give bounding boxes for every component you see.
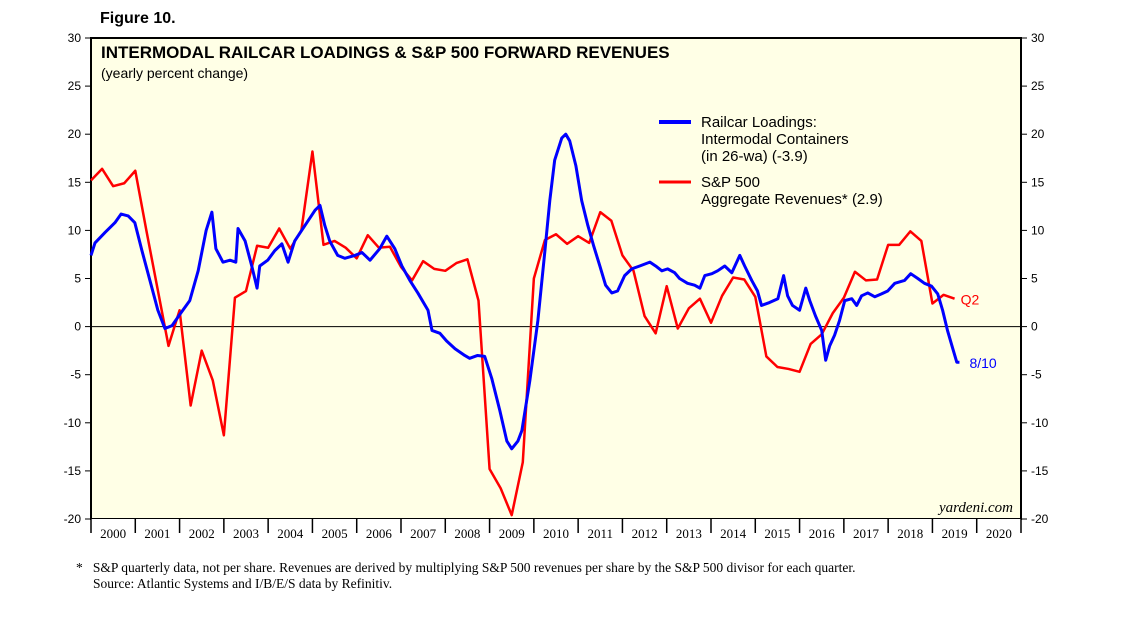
x-tick-label: 2000 [100, 526, 126, 541]
x-tick-label: 2009 [499, 526, 525, 541]
y-tick-label-left: 15 [68, 175, 82, 189]
legend-label-railcar-3: (in 26-wa) (-3.9) [701, 148, 808, 165]
y-tick-label-right: -5 [1031, 368, 1042, 382]
x-tick-label: 2011 [588, 526, 614, 541]
legend: Railcar Loadings: Intermodal Containers … [659, 114, 883, 208]
legend-label-railcar-2: Intermodal Containers [701, 131, 849, 148]
x-axis-band [91, 519, 1021, 545]
y-tick-label-left: 25 [68, 79, 82, 93]
y-tick-label-left: -5 [70, 368, 81, 382]
footnote: * S&P quarterly data, not per share. Rev… [76, 560, 855, 575]
y-tick-label-left: 0 [74, 320, 81, 334]
y-tick-label-left: 30 [68, 31, 82, 45]
x-tick-label: 2020 [986, 526, 1012, 541]
y-tick-label-left: 10 [68, 223, 82, 237]
x-tick-label: 2017 [853, 526, 880, 541]
legend-label-sp500-2: Aggregate Revenues* (2.9) [701, 191, 883, 208]
x-tick-label: 2016 [809, 526, 836, 541]
y-tick-label-right: -10 [1031, 416, 1049, 430]
chart-subtitle: (yearly percent change) [101, 65, 248, 81]
y-tick-label-right: 30 [1031, 31, 1045, 45]
x-tick-label: 2002 [189, 526, 215, 541]
x-tick-label: 2007 [410, 526, 437, 541]
y-tick-label-right: 25 [1031, 79, 1045, 93]
x-tick-label: 2012 [632, 526, 658, 541]
y-tick-label-right: 20 [1031, 127, 1045, 141]
y-tick-label-left: -15 [64, 464, 82, 478]
figure-label: Figure 10. [100, 10, 176, 27]
x-tick-label: 2005 [322, 526, 348, 541]
source: Source: Atlantic Systems and I/B/E/S dat… [93, 576, 392, 591]
series-line-railcar-loadings [89, 132, 960, 451]
x-tick-label: 2010 [543, 526, 569, 541]
legend-label-railcar-1: Railcar Loadings: [701, 114, 817, 131]
y-tick-label-right: 5 [1031, 272, 1038, 286]
watermark: yardeni.com [937, 500, 1013, 516]
x-tick-label: 2003 [233, 526, 259, 541]
end-label-railcar: 8/10 [969, 355, 996, 371]
y-tick-label-right: -20 [1031, 512, 1049, 526]
x-tick-label: 2001 [144, 526, 170, 541]
y-tick-label-right: 10 [1031, 223, 1045, 237]
legend-label-sp500-1: S&P 500 [701, 174, 760, 191]
end-label-sp500: Q2 [961, 292, 980, 308]
x-tick-label: 2006 [366, 526, 393, 541]
x-tick-label: 2008 [454, 526, 480, 541]
y-tick-label-left: 20 [68, 127, 82, 141]
x-tick-label: 2015 [764, 526, 790, 541]
chart-title: INTERMODAL RAILCAR LOADINGS & S&P 500 FO… [101, 43, 670, 62]
x-tick-label: 2014 [720, 526, 747, 541]
y-tick-label-right: 15 [1031, 175, 1045, 189]
x-tick-label: 2004 [277, 526, 304, 541]
x-tick-label: 2018 [897, 526, 923, 541]
series-line-sp500-revenues [90, 150, 955, 517]
plot-area [90, 37, 1022, 520]
y-tick-label-left: -10 [64, 416, 82, 430]
y-tick-label-left: 5 [74, 272, 81, 286]
x-tick-label: 2013 [676, 526, 702, 541]
y-tick-label-right: 0 [1031, 320, 1038, 334]
y-tick-label-right: -15 [1031, 464, 1049, 478]
y-tick-label-left: -20 [64, 512, 82, 526]
x-tick-label: 2019 [942, 526, 968, 541]
